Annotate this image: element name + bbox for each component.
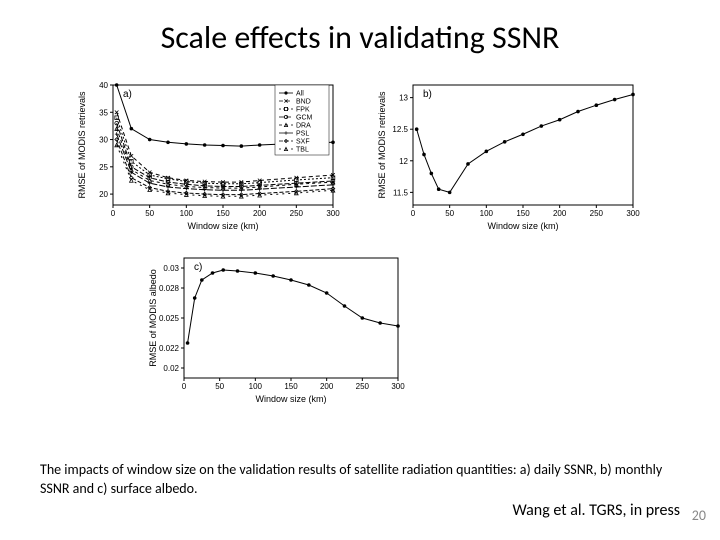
svg-text:All: All bbox=[296, 91, 304, 98]
svg-text:0.028: 0.028 bbox=[159, 284, 180, 293]
svg-text:c): c) bbox=[194, 262, 202, 273]
svg-text:150: 150 bbox=[516, 209, 530, 218]
svg-text:TBL: TBL bbox=[296, 147, 309, 154]
svg-text:0.02: 0.02 bbox=[163, 364, 179, 373]
svg-text:0.022: 0.022 bbox=[159, 344, 180, 353]
svg-text:200: 200 bbox=[553, 209, 567, 218]
svg-text:30: 30 bbox=[99, 136, 108, 145]
svg-text:SXF: SXF bbox=[296, 139, 310, 146]
svg-text:GCM: GCM bbox=[296, 115, 313, 122]
svg-text:35: 35 bbox=[99, 108, 108, 117]
caption-text: The impacts of window size on the valida… bbox=[40, 461, 680, 499]
svg-text:13: 13 bbox=[399, 94, 408, 103]
svg-text:0: 0 bbox=[111, 209, 116, 218]
svg-text:b): b) bbox=[423, 89, 432, 100]
bottom-row: 0 50 100 150 200 250 300 0.02 0.022 0.025 0.028 0.0… bbox=[0, 240, 720, 405]
svg-text:150: 150 bbox=[284, 382, 298, 391]
svg-text:Window size (km): Window size (km) bbox=[187, 221, 258, 231]
svg-text:Window size (km): Window size (km) bbox=[487, 221, 558, 231]
chart-a: 0 50 100 150 200 250 300 20 25 30 35 40 Window size … bbox=[75, 67, 345, 232]
svg-text:FPK: FPK bbox=[296, 107, 310, 114]
chart-c: 0 50 100 150 200 250 300 0.02 0.022 0.025 0.028 0.0… bbox=[140, 240, 410, 405]
citation: Wang et al. TGRS, in press bbox=[40, 500, 680, 522]
svg-text:50: 50 bbox=[445, 209, 454, 218]
svg-text:40: 40 bbox=[99, 81, 108, 90]
page-number: 20 bbox=[692, 507, 706, 524]
svg-text:300: 300 bbox=[626, 209, 640, 218]
svg-text:11.5: 11.5 bbox=[393, 188, 409, 197]
svg-text:150: 150 bbox=[216, 209, 230, 218]
svg-text:RMSE of MODIS retrievals: RMSE of MODIS retrievals bbox=[77, 91, 87, 199]
svg-text:250: 250 bbox=[290, 209, 304, 218]
svg-text:12.5: 12.5 bbox=[392, 125, 408, 134]
svg-text:0: 0 bbox=[182, 382, 187, 391]
top-row: 0 50 100 150 200 250 300 20 25 30 35 40 Window size … bbox=[0, 67, 720, 232]
svg-text:100: 100 bbox=[480, 209, 494, 218]
svg-text:0.03: 0.03 bbox=[163, 264, 179, 273]
svg-text:200: 200 bbox=[253, 209, 267, 218]
svg-text:300: 300 bbox=[326, 209, 340, 218]
svg-text:100: 100 bbox=[180, 209, 194, 218]
svg-text:250: 250 bbox=[356, 382, 370, 391]
svg-text:50: 50 bbox=[215, 382, 224, 391]
svg-text:Window size (km): Window size (km) bbox=[255, 394, 326, 404]
svg-text:RMSE of MODIS retrievals: RMSE of MODIS retrievals bbox=[377, 91, 387, 199]
svg-text:RMSE of MODIS albedo: RMSE of MODIS albedo bbox=[148, 269, 158, 367]
svg-text:12: 12 bbox=[399, 157, 408, 166]
svg-text:50: 50 bbox=[145, 209, 154, 218]
svg-text:200: 200 bbox=[320, 382, 334, 391]
svg-text:a): a) bbox=[123, 89, 132, 100]
svg-text:0.025: 0.025 bbox=[159, 314, 180, 323]
svg-text:20: 20 bbox=[99, 190, 108, 199]
svg-text:PSL: PSL bbox=[296, 131, 309, 138]
svg-text:25: 25 bbox=[99, 163, 108, 172]
svg-text:BND: BND bbox=[296, 99, 311, 106]
svg-text:DRA: DRA bbox=[296, 123, 311, 130]
caption-block: The impacts of window size on the valida… bbox=[40, 461, 680, 522]
svg-text:100: 100 bbox=[249, 382, 263, 391]
svg-text:250: 250 bbox=[590, 209, 604, 218]
page-title: Scale effects in validating SSNR bbox=[0, 0, 720, 67]
chart-b: 0 50 100 150 200 250 300 11.5 12 12.5 13 Window siz… bbox=[375, 67, 645, 232]
svg-text:300: 300 bbox=[391, 382, 405, 391]
svg-text:0: 0 bbox=[411, 209, 416, 218]
